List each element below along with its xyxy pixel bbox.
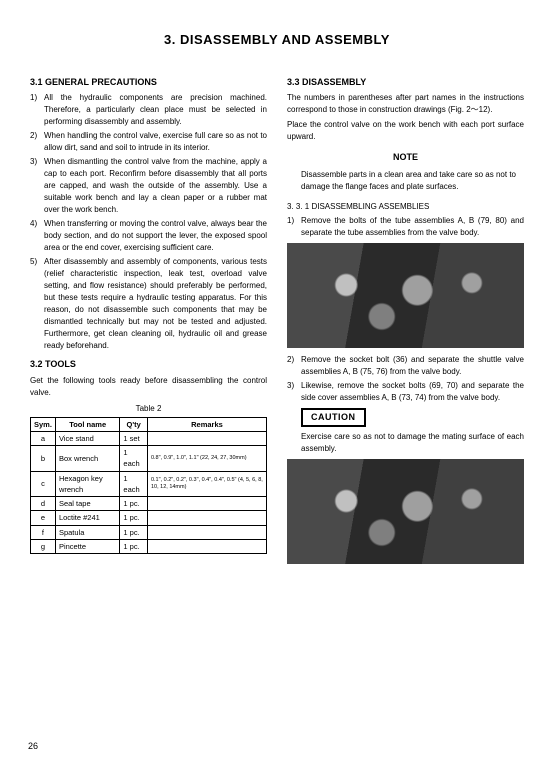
left-column: 3.1 GENERAL PRECAUTIONS 1) All the hydrau…: [30, 70, 267, 571]
cell: Spatula: [55, 525, 119, 539]
list-num: 1): [287, 215, 294, 227]
page-number: 26: [28, 740, 38, 754]
cell: f: [31, 525, 56, 539]
note-heading: NOTE: [287, 151, 524, 165]
table-row: d Seal tape 1 pc.: [31, 497, 267, 511]
cell: a: [31, 431, 56, 445]
cell: Seal tape: [55, 497, 119, 511]
table-caption: Table 2: [30, 403, 267, 415]
table-row: f Spatula 1 pc.: [31, 525, 267, 539]
cell: d: [31, 497, 56, 511]
precaution-item: When dismantling the control valve from …: [44, 157, 267, 214]
cell: 0.8", 0.9", 1.0", 1.1" (22, 24, 27, 30mm…: [147, 446, 266, 472]
cell: 1 each: [120, 446, 148, 472]
list-num: 2): [30, 130, 37, 142]
right-column: 3.3 DISASSEMBLY The numbers in parenthes…: [287, 70, 524, 571]
precaution-item: After disassembly and assembly of compon…: [44, 257, 267, 350]
disassembly-p1: The numbers in parentheses after part na…: [287, 92, 524, 116]
list-num: 5): [30, 256, 37, 268]
cell: Box wrench: [55, 446, 119, 472]
cell: 1 pc.: [120, 525, 148, 539]
caution-label: CAUTION: [301, 408, 366, 428]
caution-text: Exercise care so as not to damage the ma…: [287, 431, 524, 455]
cell: e: [31, 511, 56, 525]
step-item: Remove the bolts of the tube assemblies …: [301, 216, 524, 237]
cell: [147, 539, 266, 553]
cell: [147, 525, 266, 539]
precaution-item: When transferring or moving the control …: [44, 219, 267, 252]
cell: [147, 497, 266, 511]
cell: b: [31, 446, 56, 472]
valve-photo-2: [287, 459, 524, 564]
tools-intro: Get the following tools ready before dis…: [30, 375, 267, 399]
table-row: g Pincette 1 pc.: [31, 539, 267, 553]
section-3-2-head: 3.2 TOOLS: [30, 358, 267, 372]
col-tool: Tool name: [55, 417, 119, 431]
disassembly-steps: 2) Remove the socket bolt (36) and separa…: [287, 354, 524, 404]
note-body: Disassemble parts in a clean area and ta…: [287, 169, 524, 193]
section-3-3-head: 3.3 DISASSEMBLY: [287, 76, 524, 90]
subsection-3-3-1-head: 3. 3. 1 DISASSEMBLING ASSEMBLIES: [287, 201, 524, 213]
table-row: b Box wrench 1 each 0.8", 0.9", 1.0", 1.…: [31, 446, 267, 472]
list-num: 4): [30, 218, 37, 230]
cell: Hexagon key wrench: [55, 471, 119, 497]
tools-table: Sym. Tool name Q'ty Remarks a Vice stand…: [30, 417, 267, 555]
cell: [147, 511, 266, 525]
cell: g: [31, 539, 56, 553]
two-column-layout: 3.1 GENERAL PRECAUTIONS 1) All the hydrau…: [30, 70, 524, 571]
cell: 1 pc.: [120, 539, 148, 553]
col-remarks: Remarks: [147, 417, 266, 431]
cell: 1 each: [120, 471, 148, 497]
precautions-list: 1) All the hydraulic components are preci…: [30, 92, 267, 352]
valve-photo-1: [287, 243, 524, 348]
col-qty: Q'ty: [120, 417, 148, 431]
cell: Loctite #241: [55, 511, 119, 525]
cell: c: [31, 471, 56, 497]
list-num: 3): [287, 380, 294, 392]
step-item: Remove the socket bolt (36) and separate…: [301, 355, 524, 376]
cell: Vice stand: [55, 431, 119, 445]
list-num: 1): [30, 92, 37, 104]
precaution-item: When handling the control valve, exercis…: [44, 131, 267, 152]
step-item: Likewise, remove the socket bolts (69, 7…: [301, 381, 524, 402]
list-num: 3): [30, 156, 37, 168]
chapter-title: 3. DISASSEMBLY AND ASSEMBLY: [30, 30, 524, 50]
cell: 1 set: [120, 431, 148, 445]
disassembly-p2: Place the control valve on the work benc…: [287, 119, 524, 143]
section-3-1-head: 3.1 GENERAL PRECAUTIONS: [30, 76, 267, 90]
cell: 1 pc.: [120, 511, 148, 525]
table-row: a Vice stand 1 set: [31, 431, 267, 445]
cell: Pincette: [55, 539, 119, 553]
cell: 1 pc.: [120, 497, 148, 511]
table-row: c Hexagon key wrench 1 each 0.1", 0.2", …: [31, 471, 267, 497]
list-num: 2): [287, 354, 294, 366]
cell: [147, 431, 266, 445]
table-row: e Loctite #241 1 pc.: [31, 511, 267, 525]
precaution-item: All the hydraulic components are precisi…: [44, 93, 267, 126]
disassembly-steps: 1) Remove the bolts of the tube assemblie…: [287, 215, 524, 239]
cell: 0.1", 0.2", 0.2", 0.3", 0.4", 0.4", 0.5"…: [147, 471, 266, 497]
col-sym: Sym.: [31, 417, 56, 431]
